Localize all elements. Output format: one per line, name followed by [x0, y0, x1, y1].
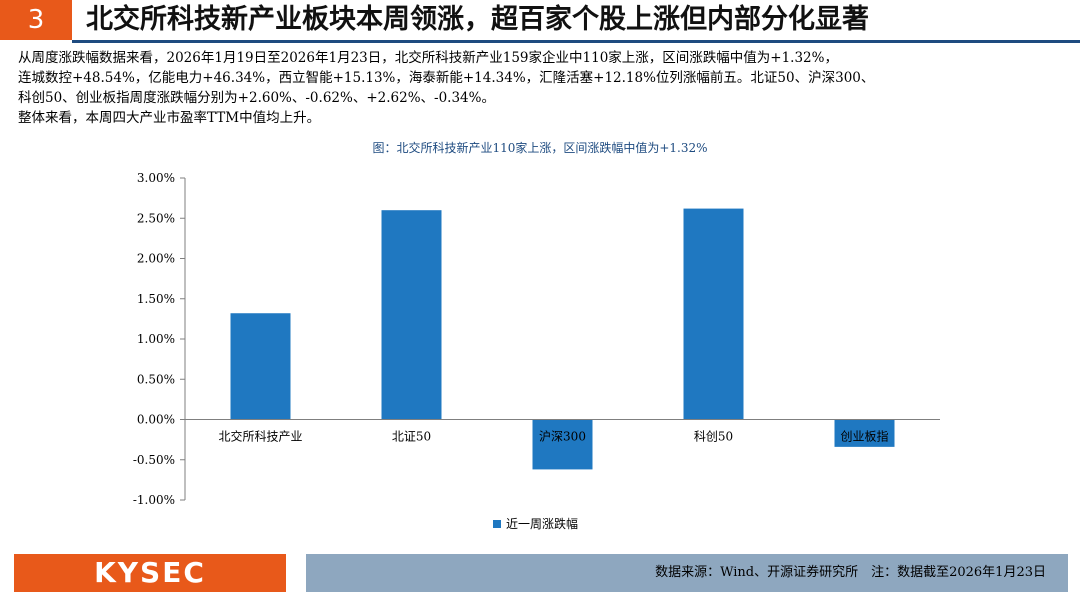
summary-line-2: 连城数控+48.54%，亿能电力+46.34%，西立智能+15.13%，海泰新能…	[18, 70, 875, 86]
summary-line-3: 科创50、创业板指周度涨跌幅分别为+2.60%、-0.62%、+2.62%、-0…	[18, 90, 495, 106]
y-tick-label: -0.50%	[133, 453, 175, 467]
x-category-label: 科创50	[694, 430, 733, 444]
legend-swatch	[493, 520, 501, 528]
footer-logo-bar: KYSEC	[14, 554, 286, 592]
bar	[230, 313, 291, 420]
title-divider	[72, 40, 1080, 43]
bar	[532, 419, 593, 470]
footer-source-bar: 数据来源：Wind、开源证券研究所 注：数据截至2026年1月23日	[306, 554, 1068, 592]
page-title: 北交所科技新产业板块本周领涨，超百家个股上涨但内部分化显著	[86, 4, 869, 35]
bar-chart: 3.00% 2.50% 2.00% 1.50% 1.00% 0.50% 0.00% -0.50…	[133, 171, 940, 531]
data-source-note: 数据来源：Wind、开源证券研究所 注：数据截至2026年1月23日	[655, 565, 1046, 580]
x-category-label: 沪深300	[539, 430, 586, 444]
legend-label: 近一周涨跌幅	[506, 516, 578, 531]
bar	[381, 210, 442, 420]
y-tick-label: 2.00%	[137, 252, 175, 266]
bar	[683, 208, 744, 420]
y-tick-label: 1.00%	[137, 332, 175, 346]
header: 3 北交所科技新产业板块本周领涨，超百家个股上涨但内部分化显著	[0, 0, 1080, 43]
summary-line-4: 整体来看，本周四大产业市盈率TTM中值均上升。	[18, 110, 321, 126]
kysec-logo: KYSEC	[94, 556, 206, 589]
x-category-label: 北证50	[392, 430, 431, 444]
y-tick-label: -1.00%	[133, 493, 175, 507]
summary-text: 从周度涨跌幅数据来看，2026年1月19日至2026年1月23日，北交所科技新产…	[18, 48, 1068, 128]
y-tick-label: 2.50%	[137, 211, 175, 225]
y-tick-label: 0.50%	[137, 372, 175, 386]
chart-title: 图：北交所科技新产业110家上涨，区间涨跌幅中值为+1.32%	[372, 141, 708, 155]
y-tick-label: 3.00%	[137, 171, 175, 185]
section-number: 3	[0, 0, 72, 40]
x-category-label: 北交所科技产业	[218, 429, 302, 444]
x-category-label: 创业板指	[840, 429, 888, 444]
summary-line-1: 从周度涨跌幅数据来看，2026年1月19日至2026年1月23日，北交所科技新产…	[18, 50, 838, 66]
bar	[834, 419, 895, 447]
y-tick-label: 0.00%	[137, 413, 175, 427]
y-tick-label: 1.50%	[137, 292, 175, 306]
